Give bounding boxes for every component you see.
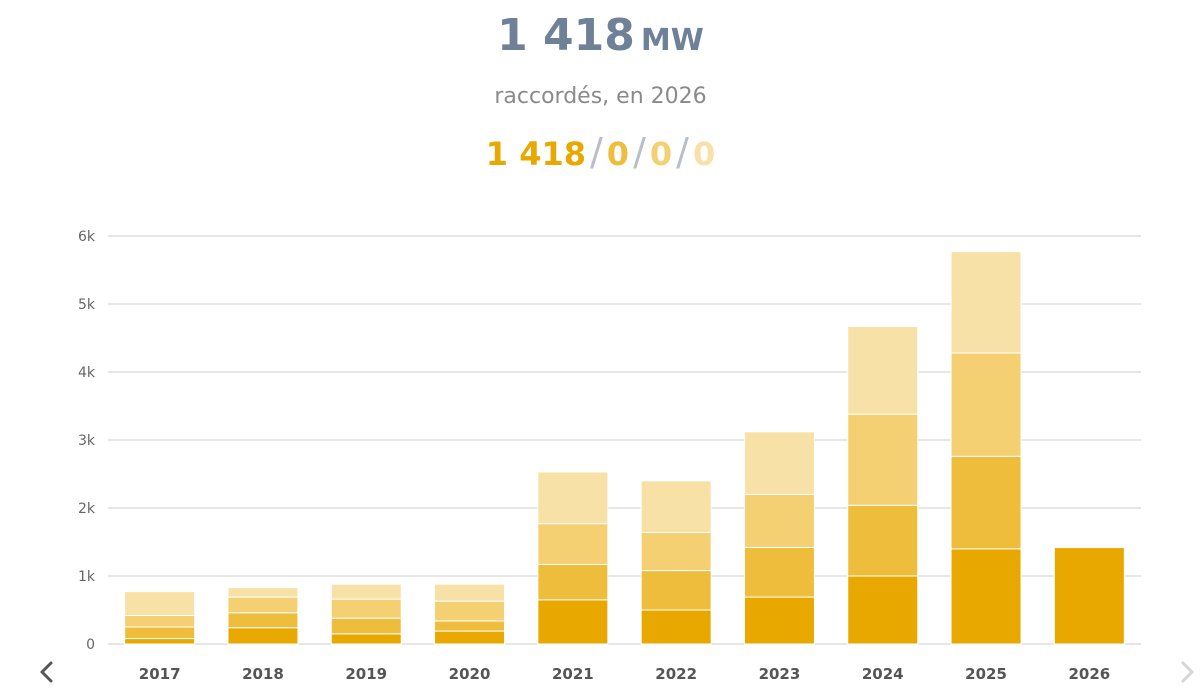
bar-segment-2020-1[interactable] xyxy=(434,630,506,645)
x-tick-label: 2026 xyxy=(1068,665,1110,683)
bar-segment-2017-2[interactable] xyxy=(124,626,196,640)
bar-segment-2017-1[interactable] xyxy=(124,638,196,645)
breakdown: 1 418/0/0/0 xyxy=(0,130,1201,174)
bar-segment-2022-3[interactable] xyxy=(640,531,712,572)
bar-segment-2022-1[interactable] xyxy=(640,609,712,645)
bar-segment-2020-4[interactable] xyxy=(434,583,506,602)
y-tick-label: 2k xyxy=(78,501,96,517)
bar-segment-2024-3[interactable] xyxy=(847,413,919,506)
bar-segment-2025-3[interactable] xyxy=(950,352,1022,457)
bar-segment-2018-2[interactable] xyxy=(227,612,299,629)
subtitle: raccordés, en 2026 xyxy=(494,84,707,109)
bar-segment-2021-1[interactable] xyxy=(537,599,609,645)
total-capacity: 1 418 MW xyxy=(0,10,1201,61)
bar-segment-2021-3[interactable] xyxy=(537,523,609,565)
breakdown-value-2: 0 xyxy=(606,135,630,173)
bar-segment-2025-1[interactable] xyxy=(950,548,1022,645)
y-tick-label: 4k xyxy=(78,365,96,381)
bar-segment-2022-4[interactable] xyxy=(640,480,712,533)
bar-segment-2020-2[interactable] xyxy=(434,620,506,632)
bar-segment-2026-1[interactable] xyxy=(1053,547,1125,645)
x-tick-label: 2024 xyxy=(862,665,904,683)
y-tick-label: 5k xyxy=(78,297,96,313)
chevron-right-icon xyxy=(1181,661,1194,683)
breakdown-value-3: 0 xyxy=(649,135,673,173)
x-tick-label: 2020 xyxy=(449,665,491,683)
breakdown-separator: / xyxy=(589,130,603,174)
bar-segment-2018-1[interactable] xyxy=(227,627,299,645)
breakdown-separator: / xyxy=(676,130,689,174)
bar-segment-2020-3[interactable] xyxy=(434,600,506,622)
x-tick-label: 2021 xyxy=(552,665,594,683)
x-tick-label: 2019 xyxy=(345,665,387,683)
bar-segment-2019-3[interactable] xyxy=(330,598,402,619)
bar-segment-2021-2[interactable] xyxy=(537,563,609,601)
bar-segment-2017-4[interactable] xyxy=(124,591,196,616)
bar-segment-2024-4[interactable] xyxy=(847,325,919,415)
bar-segment-2023-4[interactable] xyxy=(743,431,815,495)
x-tick-label: 2023 xyxy=(759,665,801,683)
y-tick-label: 6k xyxy=(78,229,96,245)
x-tick-label: 2025 xyxy=(965,665,1007,683)
chevron-left-icon xyxy=(40,661,53,683)
previous-button[interactable] xyxy=(32,656,62,686)
x-tick-label: 2017 xyxy=(139,665,181,683)
bar-segment-2017-3[interactable] xyxy=(124,614,196,628)
total-unit: MW xyxy=(640,23,704,58)
next-button[interactable] xyxy=(1172,656,1201,686)
x-tick-label: 2022 xyxy=(655,665,697,683)
bar-segment-2019-1[interactable] xyxy=(330,633,402,645)
y-tick-label: 3k xyxy=(78,433,96,449)
bar-segment-2025-4[interactable] xyxy=(950,251,1022,354)
bar-segment-2022-2[interactable] xyxy=(640,570,712,611)
bar-segment-2023-3[interactable] xyxy=(743,493,815,548)
bar-segment-2018-4[interactable] xyxy=(227,587,299,598)
bar-segment-2019-4[interactable] xyxy=(330,583,402,600)
bar-segment-2018-3[interactable] xyxy=(227,596,299,614)
breakdown-value-4: 0 xyxy=(692,135,716,173)
y-tick-label: 0 xyxy=(86,637,95,653)
bar-segment-2024-1[interactable] xyxy=(847,575,919,645)
x-tick-label: 2018 xyxy=(242,665,284,683)
breakdown-value-1: 1 418 xyxy=(485,135,586,173)
breakdown-separator: / xyxy=(633,130,646,174)
y-tick-label: 1k xyxy=(78,569,96,585)
bar-segment-2021-4[interactable] xyxy=(537,471,609,525)
bar-segment-2023-2[interactable] xyxy=(743,546,815,598)
bar-segment-2024-2[interactable] xyxy=(847,504,919,577)
bar-segment-2019-2[interactable] xyxy=(330,617,402,635)
bar-segment-2025-2[interactable] xyxy=(950,455,1022,550)
bar-segment-2023-1[interactable] xyxy=(743,596,815,645)
total-value: 1 418 xyxy=(497,10,635,61)
